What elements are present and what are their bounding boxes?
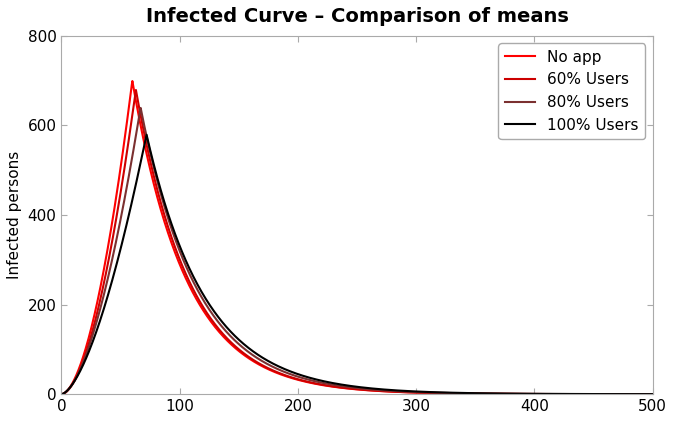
No app	[297, 378, 305, 383]
100% Users	[464, 391, 472, 396]
80% Users	[118, 211, 126, 216]
60% Users	[519, 392, 527, 397]
100% Users	[57, 392, 65, 397]
60% Users	[57, 392, 65, 397]
60% Users	[297, 378, 305, 383]
80% Users	[648, 392, 656, 397]
No app	[530, 392, 538, 397]
60% Users	[530, 392, 538, 397]
No app	[57, 392, 65, 397]
80% Users	[137, 105, 145, 110]
60% Users	[318, 382, 326, 387]
60% Users	[132, 88, 140, 93]
80% Users	[318, 380, 326, 385]
100% Users	[297, 373, 305, 378]
No app	[519, 392, 527, 397]
No app	[118, 157, 126, 162]
Legend: No app, 60% Users, 80% Users, 100% Users: No app, 60% Users, 80% Users, 100% Users	[499, 43, 645, 139]
80% Users	[464, 391, 472, 396]
100% Users	[318, 378, 326, 384]
No app	[128, 79, 136, 84]
60% Users	[648, 392, 656, 397]
60% Users	[464, 391, 472, 396]
80% Users	[297, 375, 305, 380]
Line: 60% Users: 60% Users	[61, 90, 652, 394]
100% Users	[648, 392, 656, 397]
100% Users	[530, 391, 538, 396]
Title: Infected Curve – Comparison of means: Infected Curve – Comparison of means	[146, 7, 568, 26]
Y-axis label: Infected persons: Infected persons	[7, 151, 22, 279]
80% Users	[57, 392, 65, 397]
60% Users	[118, 183, 126, 188]
100% Users	[142, 132, 150, 137]
100% Users	[519, 391, 527, 396]
No app	[318, 383, 326, 388]
No app	[464, 391, 472, 396]
80% Users	[519, 392, 527, 397]
Line: No app: No app	[61, 81, 652, 394]
Line: 100% Users: 100% Users	[61, 135, 652, 394]
Line: 80% Users: 80% Users	[61, 108, 652, 394]
100% Users	[118, 242, 126, 247]
80% Users	[530, 392, 538, 397]
No app	[648, 392, 656, 397]
